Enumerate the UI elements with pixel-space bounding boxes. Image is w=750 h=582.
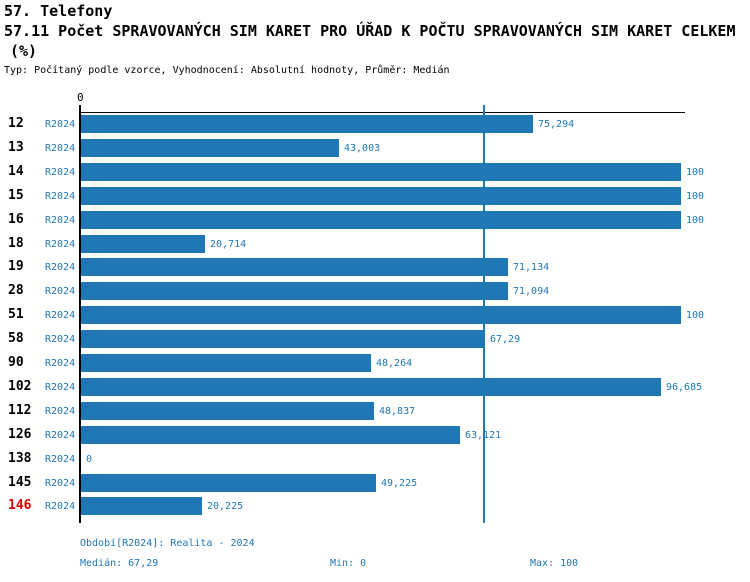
series-label: R2024 xyxy=(45,143,76,154)
value-label-15: 100 xyxy=(686,191,705,202)
value-label-146: 20,225 xyxy=(207,501,244,512)
bar-112 xyxy=(81,402,374,420)
value-label-18: 20,714 xyxy=(210,239,247,250)
value-label-112: 48,837 xyxy=(379,406,416,417)
value-label-145: 49,225 xyxy=(381,478,418,489)
bar-51 xyxy=(81,306,681,324)
indicator-meta: Typ: Počítaný podle vzorce, Vyhodnocení:… xyxy=(4,65,450,76)
series-label: R2024 xyxy=(45,310,76,321)
bar-18 xyxy=(81,235,205,253)
value-label-13: 43,003 xyxy=(344,143,381,154)
bar-146 xyxy=(81,497,202,515)
row-label-102: 102 xyxy=(8,379,32,394)
value-label-12: 75,294 xyxy=(538,119,575,130)
footer-min: Min: 0 xyxy=(330,558,367,569)
x-axis-zero-label: 0 xyxy=(77,91,84,104)
bar-58 xyxy=(81,330,485,348)
row-label-14: 14 xyxy=(8,164,24,179)
bar-28 xyxy=(81,282,508,300)
row-label-18: 18 xyxy=(8,236,24,251)
series-label: R2024 xyxy=(45,119,76,130)
value-label-19: 71,134 xyxy=(513,262,550,273)
value-label-58: 67,29 xyxy=(490,334,521,345)
row-label-13: 13 xyxy=(8,140,24,155)
indicator-unit: (%) xyxy=(10,42,38,60)
value-label-138: 0 xyxy=(86,454,93,465)
value-label-102: 96,685 xyxy=(666,382,703,393)
series-label: R2024 xyxy=(45,239,76,250)
bar-15 xyxy=(81,187,681,205)
footer-max: Max: 100 xyxy=(530,558,579,569)
series-label: R2024 xyxy=(45,262,76,273)
bar-16 xyxy=(81,211,681,229)
series-label: R2024 xyxy=(45,501,76,512)
bar-126 xyxy=(81,426,460,444)
series-label: R2024 xyxy=(45,167,76,178)
series-label: R2024 xyxy=(45,215,76,226)
footer-period: Období[R2024]: Realita - 2024 xyxy=(80,538,255,549)
row-label-90: 90 xyxy=(8,355,24,370)
value-label-126: 63,121 xyxy=(465,430,502,441)
series-label: R2024 xyxy=(45,382,76,393)
row-label-16: 16 xyxy=(8,212,24,227)
row-label-15: 15 xyxy=(8,188,24,203)
value-label-16: 100 xyxy=(686,215,705,226)
row-label-58: 58 xyxy=(8,331,24,346)
series-label: R2024 xyxy=(45,430,76,441)
section-title: 57. Telefony xyxy=(4,2,113,20)
row-label-145: 145 xyxy=(8,475,32,490)
row-label-112: 112 xyxy=(8,403,32,418)
footer-median: Medián: 67,29 xyxy=(80,558,159,569)
row-label-51: 51 xyxy=(8,307,24,322)
bar-19 xyxy=(81,258,508,276)
series-label: R2024 xyxy=(45,454,76,465)
y-axis-line xyxy=(79,105,81,523)
row-label-19: 19 xyxy=(8,259,24,274)
series-label: R2024 xyxy=(45,334,76,345)
value-label-51: 100 xyxy=(686,310,705,321)
series-label: R2024 xyxy=(45,358,76,369)
bar-145 xyxy=(81,474,376,492)
bar-12 xyxy=(81,115,533,133)
row-label-126: 126 xyxy=(8,427,32,442)
bar-14 xyxy=(81,163,681,181)
value-label-14: 100 xyxy=(686,167,705,178)
bar-13 xyxy=(81,139,339,157)
indicator-title: 57.11 Počet SPRAVOVANÝCH SIM KARET PRO Ú… xyxy=(4,22,736,40)
value-label-90: 48,264 xyxy=(376,358,413,369)
row-label-28: 28 xyxy=(8,283,24,298)
series-label: R2024 xyxy=(45,406,76,417)
series-label: R2024 xyxy=(45,286,76,297)
series-label: R2024 xyxy=(45,191,76,202)
row-label-12: 12 xyxy=(8,116,24,131)
series-label: R2024 xyxy=(45,478,76,489)
value-label-28: 71,094 xyxy=(513,286,550,297)
row-label-146: 146 xyxy=(8,498,32,513)
bar-102 xyxy=(81,378,661,396)
x-axis-top-line xyxy=(79,112,685,113)
row-label-138: 138 xyxy=(8,451,32,466)
bar-90 xyxy=(81,354,371,372)
